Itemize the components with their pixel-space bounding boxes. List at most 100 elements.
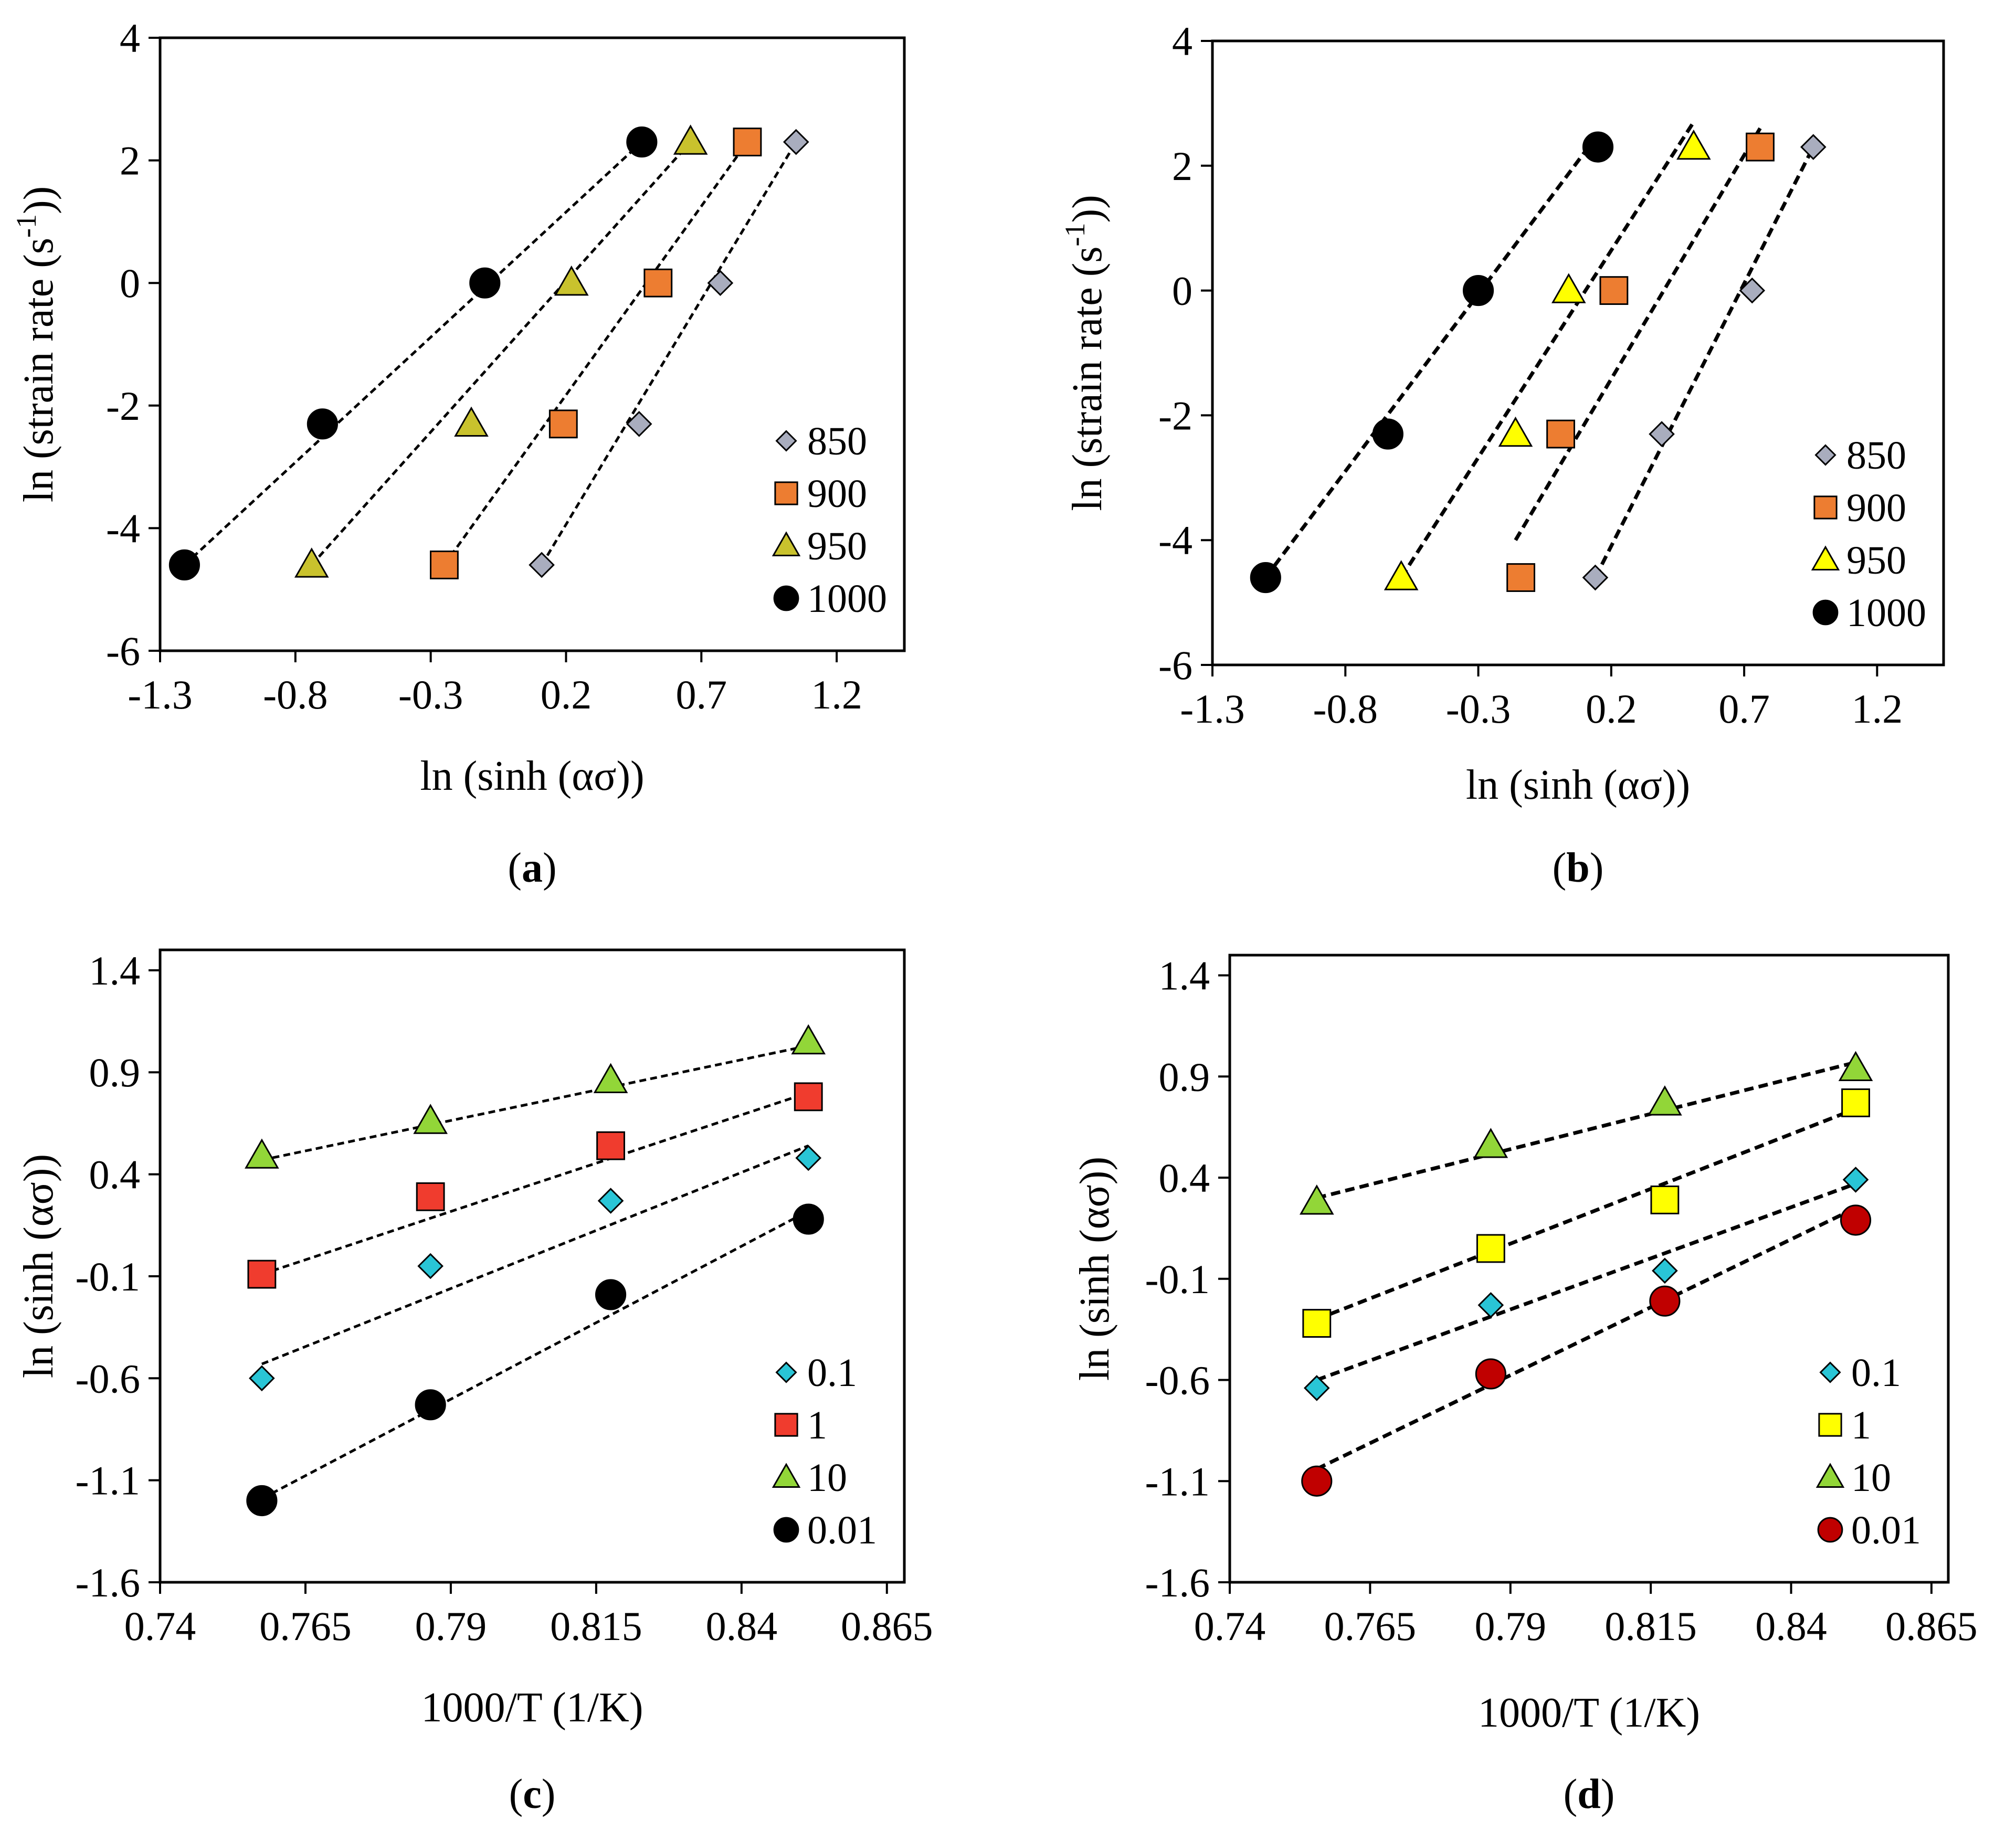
- point-0.01: [1840, 1204, 1872, 1236]
- x-tick-label: 1.2: [811, 672, 862, 717]
- legend-label-1: 1: [1851, 1403, 1871, 1447]
- panel-label-d: (d): [1564, 1771, 1615, 1817]
- series-0.01: [1301, 1204, 1872, 1497]
- legend-label-1000: 1000: [1846, 591, 1926, 635]
- y-tick-label: 0.9: [89, 1050, 141, 1095]
- y-tick-label: 0: [1172, 268, 1192, 314]
- legend-label-0.01: 0.01: [807, 1508, 877, 1552]
- point-1000: [469, 267, 501, 299]
- legend-label-950: 950: [807, 524, 867, 568]
- y-axis-title-part: ln (strain rate (s: [16, 238, 62, 502]
- fit-line-10: [1316, 1060, 1856, 1200]
- legend-label-900: 900: [807, 472, 867, 516]
- legend-marker-1: [774, 1413, 798, 1437]
- y-tick-label: 4: [1172, 18, 1192, 64]
- point-1: [794, 1082, 823, 1112]
- legend-marker-850: [775, 430, 797, 452]
- x-tick-label: 0.79: [1475, 1603, 1547, 1649]
- legend-marker-1000: [773, 585, 799, 611]
- legend-label-0.1: 0.1: [1851, 1351, 1901, 1395]
- panel-label-a: (a): [508, 845, 556, 891]
- y-tick-label: -1.6: [1145, 1560, 1210, 1605]
- point-900: [1746, 132, 1775, 162]
- x-tick-label: 0.2: [1586, 686, 1637, 732]
- series-950: [1384, 129, 1711, 590]
- y-tick-label: -0.1: [76, 1254, 140, 1299]
- y-tick-label: -0.6: [76, 1356, 140, 1401]
- x-tick-label: 0.7: [1718, 686, 1770, 732]
- legend-label-10: 10: [1851, 1456, 1891, 1500]
- point-900: [1599, 276, 1629, 305]
- x-tick-label: 0.765: [1324, 1603, 1417, 1649]
- point-0.1: [597, 1188, 624, 1214]
- point-1000: [1582, 131, 1614, 163]
- panel-label-paren: (: [509, 1771, 523, 1817]
- point-10: [791, 1024, 826, 1055]
- fit-line-1: [261, 1091, 809, 1276]
- y-tick-label: -4: [106, 505, 140, 551]
- y-tick-label: -1.1: [76, 1458, 140, 1504]
- point-950: [1676, 129, 1711, 160]
- y-tick-label: 4: [120, 15, 140, 61]
- y-axis-title: ln (strain rate (s-1)): [1059, 195, 1111, 511]
- legend-marker-1000: [1812, 599, 1839, 626]
- y-tick-label: -0.6: [1145, 1358, 1210, 1403]
- panel-label-paren: ): [1590, 845, 1604, 891]
- x-tick-label: 0.84: [706, 1603, 778, 1649]
- legend-marker-10: [772, 1463, 801, 1488]
- fit-line-850: [540, 141, 797, 566]
- point-0.1: [1652, 1257, 1678, 1284]
- panel-label-letter: c: [523, 1771, 542, 1817]
- y-axis-title: ln (strain rate (s-1)): [10, 186, 62, 503]
- legend-marker-1: [1818, 1413, 1842, 1437]
- x-tick-label: 0.815: [550, 1603, 642, 1649]
- panel-a: -1.3 -0.8 -0.3 0.2 0.7 1.2 -6 -4 -2 0 2 4 ln (sinh (…: [10, 15, 906, 891]
- series-1000: [1250, 131, 1614, 594]
- x-tick-label: 0.74: [1194, 1603, 1266, 1649]
- point-10: [1648, 1085, 1682, 1116]
- point-0.01: [793, 1203, 824, 1235]
- y-axis-title-sup: -1: [10, 214, 42, 238]
- point-1000: [1372, 418, 1403, 450]
- point-950: [554, 265, 589, 296]
- point-850: [626, 411, 652, 437]
- point-900: [429, 551, 459, 579]
- point-850: [707, 270, 734, 297]
- point-0.01: [1649, 1285, 1681, 1317]
- point-850: [1739, 277, 1766, 304]
- series-850: [1582, 134, 1827, 591]
- fit-line-0.1: [1316, 1182, 1856, 1382]
- legend-marker-0.01: [773, 1517, 799, 1543]
- panel-label-paren: (: [1553, 845, 1567, 891]
- legend-marker-900: [1813, 495, 1838, 520]
- point-0.1: [249, 1365, 275, 1392]
- plot-frame-a: [159, 36, 906, 652]
- x-tick-label: 0.2: [541, 672, 592, 717]
- fit-line-1000: [1264, 133, 1600, 579]
- fit-line-10: [261, 1044, 809, 1161]
- legend-marker-900: [774, 481, 798, 505]
- series-950: [294, 124, 708, 578]
- y-tick-label: 1.4: [1159, 953, 1210, 999]
- legend-label-0.1: 0.1: [807, 1351, 857, 1395]
- panel-label-paren: (: [1564, 1771, 1578, 1817]
- point-0.1: [1303, 1375, 1330, 1401]
- point-950: [294, 547, 329, 578]
- fit-line-900: [1514, 127, 1762, 541]
- panel-label-letter: b: [1566, 845, 1590, 891]
- point-900: [548, 409, 578, 439]
- point-950: [1498, 416, 1533, 447]
- x-tick-label: 0.865: [841, 1603, 933, 1649]
- panel-label-paren: ): [543, 845, 557, 891]
- panel-c: 0.74 0.765 0.79 0.815 0.84 0.865 -1.6 -1.1 -0.6 -…: [16, 948, 933, 1817]
- y-tick-label: 2: [120, 138, 140, 184]
- y-tick-label: -6: [1158, 642, 1192, 688]
- y-tick-label: -1.6: [76, 1560, 140, 1605]
- point-900: [1546, 419, 1575, 449]
- x-tick-label: -0.3: [1446, 686, 1511, 732]
- fit-line-900: [443, 141, 748, 566]
- legend-marker-0.01: [1817, 1517, 1843, 1543]
- legend-marker-950: [772, 531, 801, 556]
- series-1: [1302, 1088, 1870, 1338]
